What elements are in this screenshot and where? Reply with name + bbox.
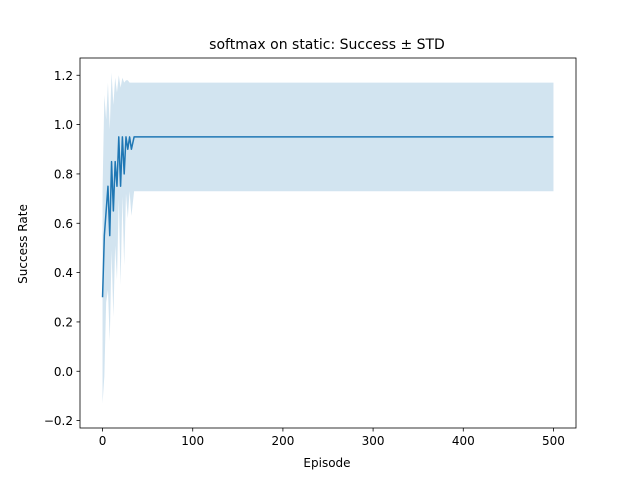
x-tick-label: 100 [181, 434, 204, 448]
x-tick-label: 400 [452, 434, 475, 448]
std-band-0 [102, 72, 554, 404]
x-tick-label: 200 [271, 434, 294, 448]
mean-line-0 [101, 136, 554, 298]
axes-layer: 0 100 200 300 400 500 −0.2 0.0 0.2 0.4 0.6 0.8 1.0 1.… [44, 57, 577, 448]
y-tick-label: 1.2 [54, 69, 73, 83]
y-axis-label: Success Rate [16, 204, 30, 284]
y-tick-label: −0.2 [44, 414, 73, 428]
x-tick-label: 300 [362, 434, 385, 448]
y-tick-label: 0.2 [54, 315, 73, 329]
y-tick-label: 0.6 [54, 217, 73, 231]
x-tick-label: 500 [542, 434, 565, 448]
y-tick-label: 1.0 [54, 118, 73, 132]
y-tick-label: 0.0 [54, 365, 73, 379]
chart-title: softmax on static: Success ± STD [209, 37, 445, 53]
plot-layer [101, 72, 554, 404]
y-tick-label: 0.8 [54, 167, 73, 181]
x-tick-label: 0 [99, 434, 107, 448]
axes-frame [79, 57, 577, 429]
x-axis-label: Episode [303, 456, 350, 470]
y-tick-label: 0.4 [54, 266, 73, 280]
